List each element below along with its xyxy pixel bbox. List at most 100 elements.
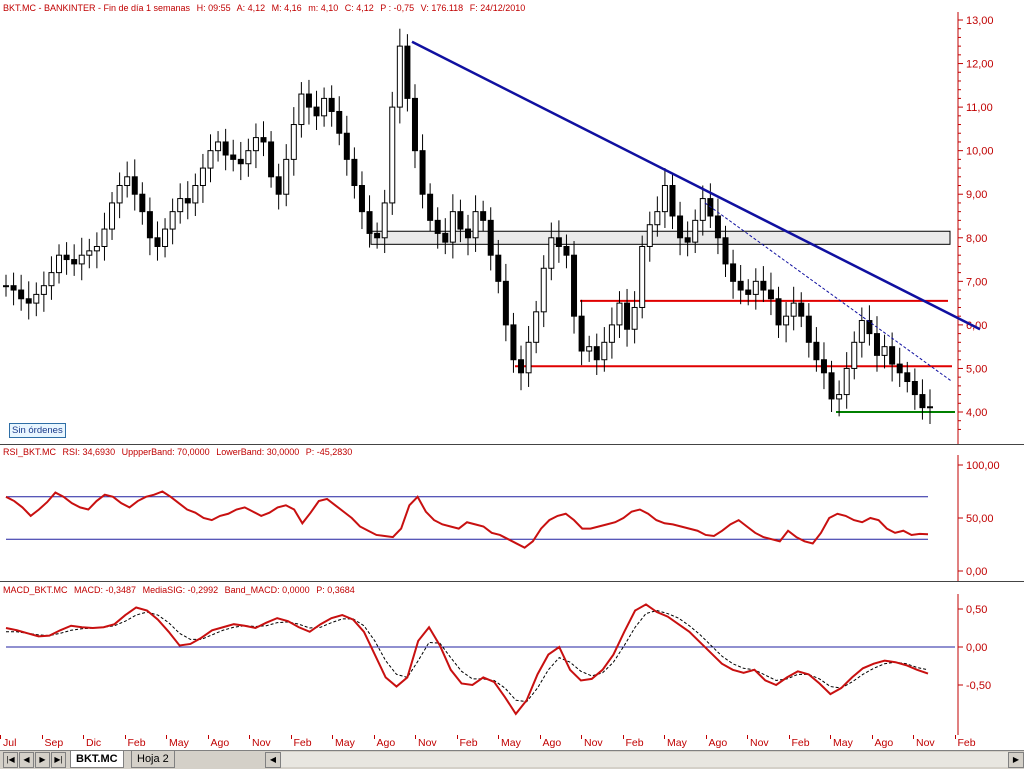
price-candle (737, 280, 744, 291)
rsi-p: P: -45,2830 (305, 447, 353, 457)
price-candle (661, 185, 668, 213)
macd-chart[interactable]: 0,50 0,00 -0,50 (0, 582, 1024, 735)
price-candle (624, 302, 631, 330)
last-sheet-button[interactable]: ▶| (51, 752, 66, 768)
price-candle (525, 341, 532, 374)
next-sheet-button[interactable]: ▶ (35, 752, 50, 768)
price-candle (533, 311, 540, 343)
time-tick-label: Jul (3, 737, 17, 749)
time-tick-mark (332, 735, 333, 739)
price-candle (169, 211, 176, 230)
price-candle (790, 302, 797, 317)
macd-pane[interactable]: MACD_BKT.MC MACD: -0,3487 MediaSIG: -0,2… (0, 582, 1024, 735)
price-pane[interactable]: BKT.MC - BANKINTER - Fin de día 1 semana… (0, 0, 1024, 444)
price-candle (646, 224, 653, 247)
rsi-tick-label: 50,00 (966, 513, 994, 525)
time-tick-label: May (169, 737, 189, 749)
rsi-chart[interactable]: 100,00 50,00 0,00 (0, 445, 1024, 581)
price-candle (767, 289, 774, 300)
rsi-pane[interactable]: RSI_BKT.MC RSI: 34,6930 UppperBand: 70,0… (0, 445, 1024, 581)
price-candle (237, 158, 244, 165)
price-candle (358, 185, 365, 213)
time-tick-label: Nov (584, 737, 603, 749)
price-candle (146, 211, 153, 239)
price-candle (820, 359, 827, 374)
scroll-right-button[interactable]: ▶ (1008, 752, 1024, 768)
time-tick-mark (913, 735, 914, 739)
price-candle (268, 141, 275, 178)
price-candle (389, 106, 396, 204)
time-tick-label: May (335, 737, 355, 749)
resistance-zone (370, 230, 951, 245)
price-candle (487, 219, 494, 256)
time-axis: Jul Sep Dic Feb May Ago Nov Feb May Ago Nov Feb May A… (0, 735, 1024, 750)
price-tick-label: 5,00 (966, 363, 987, 375)
close-label: C: 4,12 (344, 3, 374, 13)
price-candle (919, 394, 926, 409)
price-candle (518, 359, 525, 374)
price-candle (101, 228, 108, 247)
price-candle (351, 158, 358, 187)
time-tick-mark (41, 735, 43, 739)
price-candle (381, 202, 388, 239)
time-tick-label: Nov (252, 737, 271, 749)
price-tick-label: 12,00 (966, 59, 994, 71)
time-tick-label: Feb (625, 737, 644, 749)
price-candle (775, 298, 782, 326)
time-tick-mark (871, 735, 873, 739)
time-tick-mark (373, 735, 375, 739)
macd-line (5, 603, 929, 716)
price-candle (328, 97, 335, 112)
time-tick-mark (290, 735, 292, 739)
macd-tick-label: 0,50 (966, 604, 987, 616)
scroll-left-button[interactable]: ◀ (265, 752, 281, 768)
sheet-tab-hoja2[interactable]: Hoja 2 (131, 751, 175, 768)
price-candle (813, 341, 820, 361)
price-candle (722, 237, 729, 265)
price-candle (124, 176, 131, 187)
prev-sheet-button[interactable]: ◀ (19, 752, 34, 768)
price-candle (540, 267, 547, 313)
price-candle (904, 372, 911, 383)
price-candle (843, 367, 850, 396)
price-candle (889, 346, 896, 365)
price-candle (275, 176, 282, 195)
price-candle (245, 150, 252, 165)
macd-signal: MediaSIG: -0,2992 (142, 585, 219, 595)
price-candle (283, 158, 290, 195)
price-candle (40, 285, 47, 295)
rsi-lower-band: LowerBand: 30,0000 (216, 447, 300, 457)
price-candle (222, 141, 229, 156)
time-tick-label: Nov (418, 737, 437, 749)
first-sheet-button[interactable]: |◀ (3, 752, 18, 768)
time-tick-mark (207, 735, 209, 739)
price-candle (752, 280, 759, 295)
volume-label: V: 176.118 (420, 3, 464, 13)
time-tick-label: Ago (542, 737, 562, 749)
price-candle (192, 185, 199, 204)
price-candle (419, 150, 426, 195)
price-candle (207, 150, 214, 169)
price-candle (692, 219, 699, 243)
rsi-value: RSI: 34,6930 (62, 447, 116, 457)
sheet-tab-bktmc[interactable]: BKT.MC (70, 751, 124, 768)
price-candle (760, 280, 767, 291)
price-candle (154, 237, 161, 247)
price-candle (631, 306, 638, 330)
orders-badge[interactable]: Sin órdenes (9, 423, 66, 438)
price-candle (366, 211, 373, 234)
price-candle (654, 211, 661, 226)
price-candle (177, 198, 184, 213)
price-candle (131, 176, 138, 195)
price-candle (411, 97, 418, 152)
price-candle (343, 132, 350, 160)
horizontal-scrollbar[interactable]: ◀ ▶ (265, 752, 1024, 768)
price-candle (927, 406, 933, 409)
price-candle (593, 346, 600, 361)
price-tick-label: 7,00 (966, 276, 987, 288)
rsi-header: RSI_BKT.MC RSI: 34,6930 UppperBand: 70,0… (3, 447, 356, 457)
change-label: P : -0,75 (380, 3, 415, 13)
price-candle (805, 315, 812, 343)
price-chart[interactable]: 13,00 12,00 11,00 10,00 9,00 8,00 7,00 6,00 5,00… (0, 0, 1024, 444)
macd-header: MACD_BKT.MC MACD: -0,3487 MediaSIG: -0,2… (3, 585, 359, 595)
